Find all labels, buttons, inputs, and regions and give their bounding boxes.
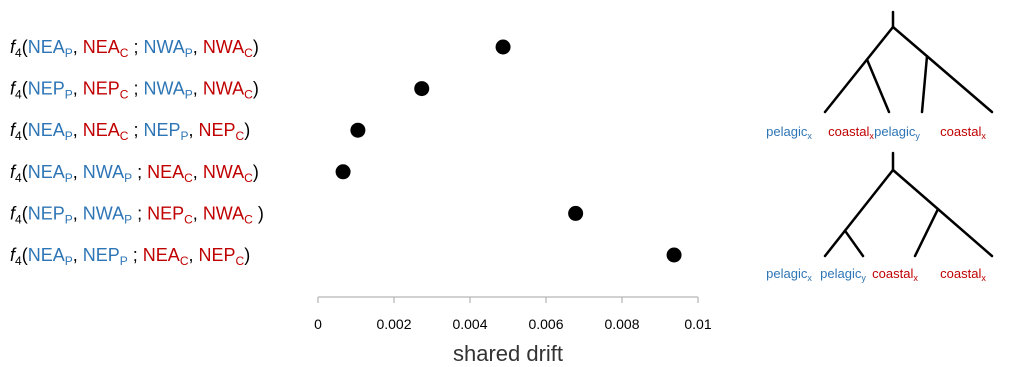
x-tick-label: 0.004 (452, 316, 487, 332)
tree-branch (843, 229, 865, 258)
data-point-4 (335, 164, 351, 180)
x-tick-label: 0.01 (684, 316, 711, 332)
data-points (335, 39, 682, 263)
f4-statistic-labels: f4(NEAP, NEAC ; NWAP, NWAC) f4(NEPP, NEPC… (10, 37, 264, 268)
tree-1-tip-label-3: pelagicy (874, 124, 920, 141)
x-axis-title: shared drift (453, 341, 563, 366)
scatter-plot: 0 0.002 0.004 0.006 0.008 0.01 shared drift (314, 39, 712, 366)
tree-topologies: pelagicx coastalx pelagicy coastalxpelagicx… (766, 10, 994, 283)
x-tick-label: 0.006 (528, 316, 563, 332)
tree-branch (865, 58, 891, 114)
tree-1-tip-label-2: coastalx (828, 124, 874, 141)
tree-branch (891, 25, 994, 114)
tree-2-tip-label-1: pelagicx (766, 266, 812, 283)
f4-label-2: f4(NEPP, NEPC ; NWAP, NWAC) (10, 79, 259, 102)
data-point-1 (495, 39, 511, 55)
tree-2-tip-label-2: pelagicy (820, 266, 866, 283)
tree-1-tip-label-1: pelagicx (766, 124, 812, 141)
f4-label-1: f4(NEAP, NEAC ; NWAP, NWAC) (10, 37, 259, 60)
data-point-3 (350, 122, 366, 138)
tree-1: pelagicx coastalx pelagicy coastalx (766, 10, 994, 141)
f4-label-6: f4(NEAP, NEPP ; NEAC, NEPC) (10, 245, 250, 268)
tree-branch (823, 25, 895, 114)
f4-label-5: f4(NEPP, NWAP ; NEPC, NWAC ) (10, 203, 264, 226)
f4-label-3: f4(NEAP, NEAC ; NEPP, NEPC) (10, 120, 250, 143)
tree-2-tip-label-3: coastalx (872, 266, 918, 283)
tree-branch (891, 168, 994, 258)
tree-branch (823, 168, 895, 258)
x-tick-label: 0 (314, 316, 322, 332)
x-axis-ticks: 0 0.002 0.004 0.006 0.008 0.01 (314, 297, 712, 332)
tree-2: pelagicx pelagicy coastalx coastalx (766, 151, 994, 283)
tree-1-tip-label-4: coastalx (940, 124, 986, 141)
x-tick-label: 0.008 (604, 316, 639, 332)
data-point-2 (414, 81, 430, 97)
tree-branch (920, 54, 929, 114)
f4-label-4: f4(NEAP, NWAP ; NEAC, NWAC) (10, 162, 259, 185)
data-point-6 (666, 247, 682, 263)
tree-2-tip-label-4: coastalx (940, 266, 986, 283)
tree-branch (913, 207, 940, 258)
data-point-5 (568, 205, 584, 221)
x-tick-label: 0.002 (376, 316, 411, 332)
